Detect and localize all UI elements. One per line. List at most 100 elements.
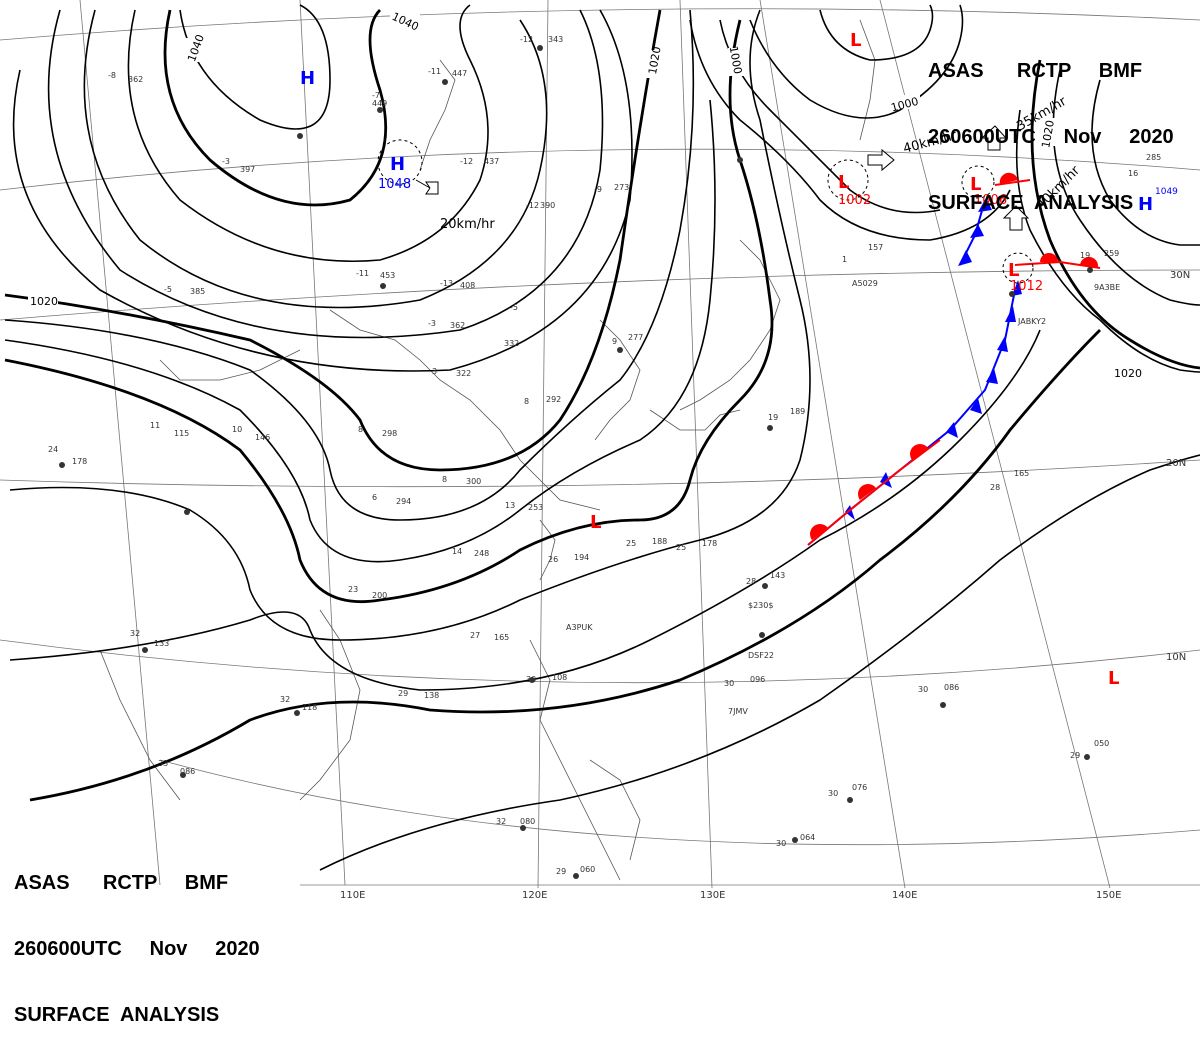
high-center-label: H — [390, 154, 405, 175]
meridian-lines — [79, 0, 1111, 889]
station-temp: 23 — [348, 585, 358, 594]
station-temp: 27 — [470, 631, 480, 640]
station-temp: 32 — [130, 629, 140, 638]
station-temp: 1 — [842, 255, 847, 264]
station-temp: 30 — [776, 839, 786, 848]
station-temp: -7 — [372, 91, 380, 100]
station-temp: 19 — [1080, 251, 1090, 260]
station-pressure: 447 — [452, 69, 467, 78]
station-pressure: 115 — [174, 429, 189, 438]
isobar-label: 1020 — [1114, 367, 1142, 380]
station-temp: -12 — [520, 35, 533, 44]
station-pressure: 437 — [484, 157, 499, 166]
lat-label: 30N — [1170, 270, 1190, 281]
graticule-labels: 110E 120E 130E 140E 150E 30N 20N 10N — [340, 270, 1190, 901]
station-temp: -5 — [510, 303, 518, 312]
ship-id: 7JMV — [728, 707, 748, 716]
station-pressure: 408 — [460, 281, 475, 290]
station-temp: -11 — [356, 269, 369, 278]
ship-id: 9A3BE — [1094, 283, 1120, 292]
ship-ids: A5029 JABKY2 9A3BE $230$ DSF22 7JMV A3PU… — [566, 279, 1120, 716]
station-temp: 6 — [372, 493, 377, 502]
station-temp: -12 — [460, 157, 473, 166]
lat-label: 10N — [1166, 652, 1186, 663]
low-center-value: 1006 — [974, 193, 1007, 208]
station-pressure: 050 — [1094, 739, 1109, 748]
station-pressure: 188 — [652, 537, 667, 546]
station-temp: 30 — [724, 679, 734, 688]
station-pressure: 273 — [614, 183, 629, 192]
station-temp: 8 — [442, 475, 447, 484]
station-pressure: 080 — [520, 817, 535, 826]
station-temp: -9 — [594, 185, 602, 194]
station-pressure: 449 — [372, 99, 387, 108]
station-temp: 29 — [1070, 751, 1080, 760]
station-pressure: 146 — [255, 433, 270, 442]
warm-front — [807, 172, 1101, 546]
station-temp: -8 — [108, 71, 116, 80]
ship-id: $230$ — [748, 601, 773, 610]
station-pressure: 248 — [474, 549, 489, 558]
station-pressure: 064 — [800, 833, 815, 842]
station-temp: 32 — [280, 695, 290, 704]
low-center-value: 1012 — [1010, 279, 1043, 294]
station-pressure: 178 — [702, 539, 717, 548]
station-temp: -13 — [440, 279, 453, 288]
station-temp: 28 — [746, 577, 756, 586]
ship-id: A5029 — [852, 279, 878, 288]
station-temp: 32 — [496, 817, 506, 826]
header-line-3: SURFACE ANALYSIS — [14, 1004, 220, 1026]
station-temp: 29 — [556, 867, 566, 876]
station-pressure: 259 — [1104, 249, 1119, 258]
header-line-1: ASAS RCTP BMF — [14, 872, 229, 894]
parallel-lines — [0, 8, 1200, 886]
station-temp: 25 — [626, 539, 636, 548]
lon-label: 150E — [1096, 890, 1121, 901]
motion-label: 20km/hr — [440, 217, 495, 232]
header-line-3: SURFACE ANALYSIS — [928, 192, 1134, 214]
station-temp: 3 — [432, 367, 437, 376]
station-pressure: 300 — [466, 477, 481, 486]
lat-label: 20N — [1166, 458, 1186, 469]
high-center-value: 1048 — [378, 177, 411, 192]
weather-map: 1040 1040 1020 1000 1000 1020 1020 1020 — [0, 0, 1200, 901]
station-pressure: 086 — [944, 683, 959, 692]
lon-label: 130E — [700, 890, 725, 901]
isobars — [4, 4, 1200, 871]
station-pressure: 108 — [552, 673, 567, 682]
pressure-centers: H H 1048 H 1049 L L 1002 L 1006 L 1012 L… — [300, 30, 1178, 689]
station-pressure: 165 — [1014, 469, 1029, 478]
station-temp: 11 — [150, 421, 160, 430]
station-temp: 8 — [524, 397, 529, 406]
coastlines — [99, 19, 876, 881]
isobar-labels: 1040 1040 1020 1000 1000 1020 1020 1020 — [28, 10, 1142, 380]
header-line-1: ASAS RCTP BMF — [928, 60, 1143, 82]
station-labels: -12 343 -11 447 -7 449 -8 362 -3 397 -12… — [48, 35, 1161, 876]
station-pressure: 118 — [302, 703, 317, 712]
lon-label: 120E — [522, 890, 547, 901]
center-circles — [377, 139, 1034, 284]
station-pressure: 397 — [240, 165, 255, 174]
station-pressure: 200 — [372, 591, 387, 600]
header-line-2: 260600UTC Nov 2020 — [928, 126, 1174, 148]
station-pressure: 294 — [396, 497, 411, 506]
station-pressure: 189 — [790, 407, 805, 416]
station-temp: 10 — [232, 425, 242, 434]
station-pressure: 138 — [424, 691, 439, 700]
isobar-label: 1020 — [1039, 119, 1057, 149]
station-pressure: 178 — [72, 457, 87, 466]
station-temp: -3 — [222, 157, 230, 166]
station-pressure: 253 — [528, 503, 543, 512]
station-pressure: 086 — [180, 767, 195, 776]
ship-id: DSF22 — [748, 651, 774, 660]
station-pressure: 157 — [868, 243, 883, 252]
header-top: ASAS RCTP BMF 260600UTC Nov 2020 SURFACE… — [928, 16, 1174, 236]
station-temp: 30 — [526, 675, 536, 684]
station-temp: 9 — [612, 337, 617, 346]
low-center-label: L — [970, 174, 981, 195]
high-center-value: 1049 — [1155, 187, 1178, 197]
station-temp: -12 — [526, 201, 539, 210]
station-pressure: 322 — [456, 369, 471, 378]
station-temp: -5 — [164, 285, 172, 294]
station-pressure: 277 — [628, 333, 643, 342]
